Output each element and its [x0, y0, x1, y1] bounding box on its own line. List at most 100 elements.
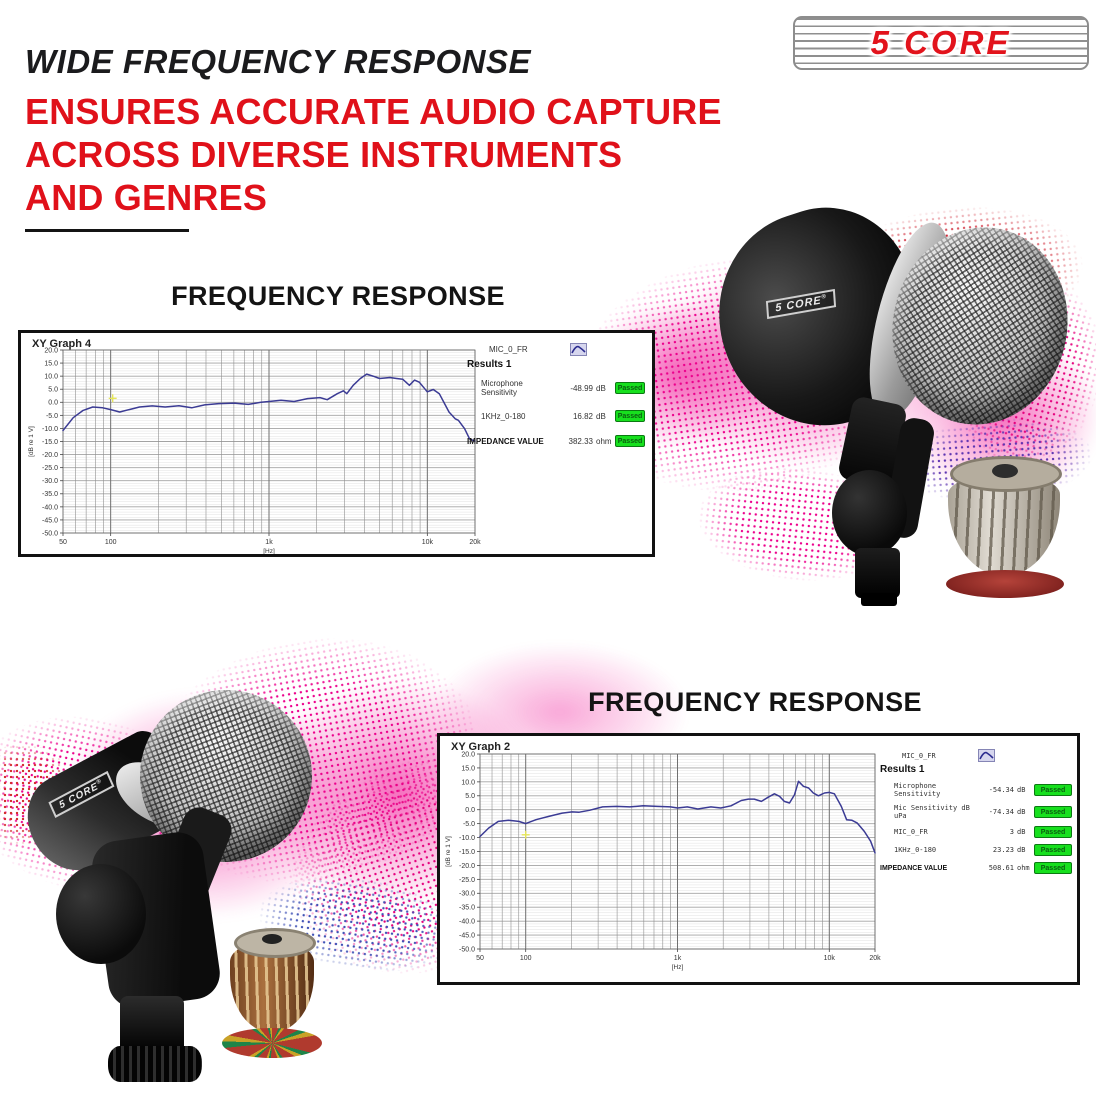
svg-text:-50.0: -50.0 — [459, 946, 475, 953]
svg-text:-20.0: -20.0 — [42, 452, 58, 459]
result-value: 3 — [1009, 828, 1014, 836]
tabla-drum-wooden-image — [222, 926, 322, 1068]
tabla-drum-silver-image — [936, 452, 1076, 602]
svg-text:50: 50 — [476, 955, 484, 962]
result-row: 1KHz_0-180 16.82 dB Passed — [467, 410, 645, 422]
svg-text:-40.0: -40.0 — [459, 919, 475, 926]
svg-text:-50.0: -50.0 — [42, 530, 58, 537]
result-unit: dB — [1017, 786, 1026, 794]
headline-italic: WIDE FREQUENCY RESPONSE — [25, 43, 531, 80]
mic-clip-knuckle — [56, 864, 146, 964]
result-unit: dB — [596, 411, 606, 421]
results-title: Results 1 — [880, 764, 925, 775]
passed-badge: Passed — [615, 410, 645, 422]
svg-text:-5.0: -5.0 — [46, 413, 58, 420]
svg-text:[Hz]: [Hz] — [263, 548, 275, 554]
mic-clip-foot — [861, 593, 897, 606]
svg-text:1k: 1k — [674, 955, 682, 962]
svg-text:10k: 10k — [824, 955, 836, 962]
headline-underline — [25, 229, 189, 232]
svg-text:-40.0: -40.0 — [42, 504, 58, 511]
chart-title: XY Graph 4 — [32, 338, 92, 350]
result-row: IMPEDANCE VALUE 382.33 ohm Passed — [467, 435, 645, 447]
result-row: MIC_0_FR 3 dB Passed — [880, 826, 1072, 838]
svg-text:10.0: 10.0 — [461, 779, 475, 786]
results-rows: Microphone Sensitivity -54.34 dB Passed Mic … — [880, 782, 1072, 874]
svg-text:100: 100 — [105, 539, 117, 546]
svg-text:-30.0: -30.0 — [459, 891, 475, 898]
svg-text:20k: 20k — [869, 955, 881, 962]
svg-text:50: 50 — [59, 539, 67, 546]
passed-badge: Passed — [615, 435, 645, 447]
svg-text:[Hz]: [Hz] — [672, 964, 684, 971]
result-unit: dB — [1017, 846, 1026, 854]
result-label: MIC_0_FR — [894, 828, 928, 836]
result-row: Microphone Sensitivity -48.99 dB Passed — [467, 379, 645, 397]
svg-text:20.0: 20.0 — [44, 347, 58, 354]
result-row: 1KHz_0-180 23.23 dB Passed — [880, 844, 1072, 856]
passed-badge: Passed — [615, 382, 645, 394]
result-unit: ohm — [1017, 864, 1030, 872]
svg-text:-35.0: -35.0 — [42, 491, 58, 498]
series-label: MIC_0_FR — [902, 751, 936, 760]
svg-text:15.0: 15.0 — [44, 360, 58, 367]
result-value: 23.23 — [992, 846, 1014, 854]
result-label: 1KHz_0-180 — [481, 411, 526, 421]
result-row: IMPEDANCE VALUE 508.61 ohm Passed — [880, 862, 1072, 874]
results-panel: MIC_0_FR Results 1 Microphone Sensitivit… — [880, 749, 1072, 880]
results-title: Results 1 — [467, 359, 512, 370]
svg-text:-45.0: -45.0 — [459, 932, 475, 939]
headline-red-line-2: ACROSS DIVERSE INSTRUMENTS — [25, 134, 623, 175]
result-unit: dB — [1017, 828, 1026, 836]
passed-badge: Passed — [1034, 784, 1072, 796]
frequency-plot: -50.0 -45.0 -40.0 -35.0 -30.0 -25.0 -20.0 -15.0… — [445, 751, 881, 971]
svg-text:-25.0: -25.0 — [459, 877, 475, 884]
result-unit: dB — [596, 383, 606, 393]
svg-text:-5.0: -5.0 — [463, 821, 475, 828]
svg-text:-10.0: -10.0 — [459, 835, 475, 842]
svg-text:0.0: 0.0 — [465, 807, 475, 814]
result-label: Microphone Sensitivity — [481, 379, 523, 397]
frequency-response-panel-1: XY Graph 4 MIC_0_FR Results 1 Microphone… — [18, 330, 655, 557]
svg-text:[dB re 1 V]: [dB re 1 V] — [28, 426, 35, 457]
passed-badge: Passed — [1034, 826, 1072, 838]
section-title-frequency-response-2: FREQUENCY RESPONSE — [588, 687, 922, 717]
brand-logo: 5 CORE — [793, 16, 1089, 70]
svg-text:-25.0: -25.0 — [42, 465, 58, 472]
svg-text:0.0: 0.0 — [48, 400, 58, 407]
frequency-plot: -50.0 -45.0 -40.0 -35.0 -30.0 -25.0 -20.0 -15.0… — [28, 347, 481, 554]
tabla-cushion-ring — [222, 1028, 322, 1058]
headline-block: WIDE FREQUENCY RESPONSE ENSURES ACCURATE… — [25, 42, 722, 219]
svg-text:100: 100 — [520, 955, 532, 962]
mini-line-chart-icon — [977, 749, 995, 762]
series-label: MIC_0_FR — [489, 345, 528, 354]
results-header: MIC_0_FR — [467, 343, 645, 356]
svg-text:10k: 10k — [422, 539, 434, 546]
svg-text:-15.0: -15.0 — [459, 849, 475, 856]
brand-logo-text: 5 CORE — [870, 24, 1012, 61]
svg-text:-15.0: -15.0 — [42, 439, 58, 446]
mic-clip-stem — [855, 548, 900, 598]
section-title-frequency-response-1: FREQUENCY RESPONSE — [171, 281, 505, 311]
result-value: -54.34 — [988, 786, 1014, 794]
result-label: IMPEDANCE VALUE — [467, 436, 544, 446]
svg-text:20.0: 20.0 — [461, 751, 475, 758]
result-row: Mic Sensitivity dB uPa -74.34 dB Passed — [880, 804, 1072, 820]
kick-drum-microphone-image: 5 CORE® — [640, 178, 1096, 618]
svg-text:-10.0: -10.0 — [42, 426, 58, 433]
result-label: IMPEDANCE VALUE — [880, 864, 948, 872]
svg-text:-45.0: -45.0 — [42, 517, 58, 524]
svg-text:5.0: 5.0 — [465, 793, 475, 800]
svg-text:-20.0: -20.0 — [459, 863, 475, 870]
svg-text:10.0: 10.0 — [44, 374, 58, 381]
svg-text:15.0: 15.0 — [461, 765, 475, 772]
result-value: 16.82 — [572, 411, 593, 421]
headline-red-line-3: AND GENRES — [25, 177, 268, 218]
frequency-response-panel-2: XY Graph 2 MIC_0_FR Results 1 Microphone… — [437, 733, 1080, 985]
passed-badge: Passed — [1034, 844, 1072, 856]
tabla-head-spot — [992, 464, 1018, 478]
svg-text:-35.0: -35.0 — [459, 905, 475, 912]
result-value: -48.99 — [570, 383, 593, 393]
mic-clip-base — [108, 1046, 202, 1082]
result-label: Microphone Sensitivity — [894, 782, 941, 798]
